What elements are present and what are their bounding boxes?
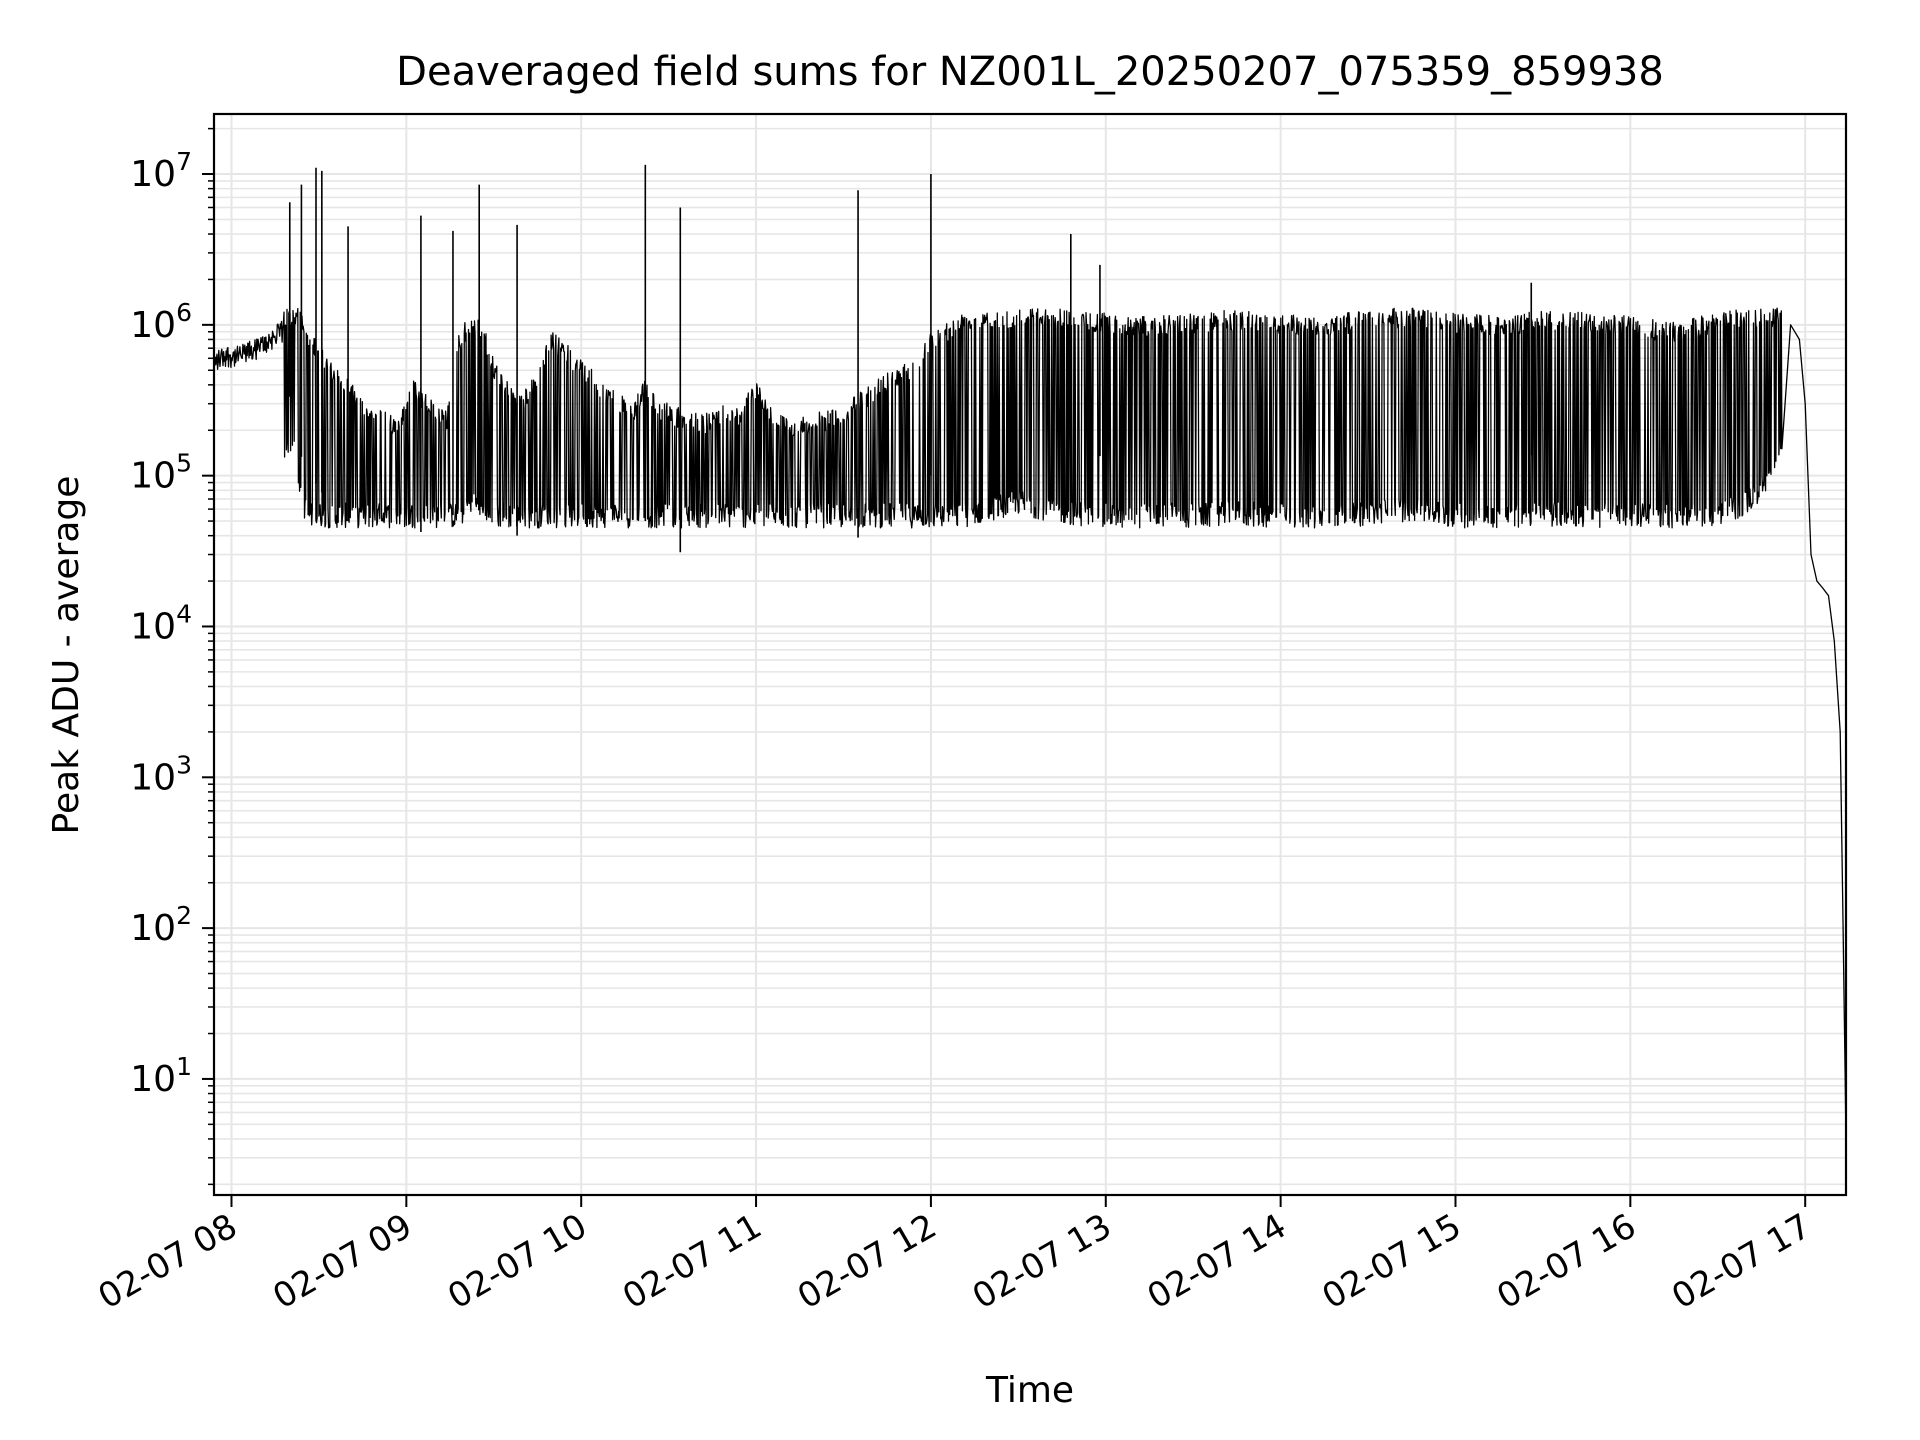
y-tick-label: 104 <box>130 599 192 647</box>
y-tick-label: 106 <box>130 298 192 346</box>
data-line <box>213 307 1847 1140</box>
chart-title: Deaveraged field sums for NZ001L_2025020… <box>396 49 1664 95</box>
grid <box>214 114 1846 1195</box>
y-tick-label: 102 <box>130 901 192 949</box>
axes-frame <box>212 112 1848 1197</box>
y-axis-label: Peak ADU - average <box>46 476 87 835</box>
x-axis-label: Time <box>985 1370 1074 1411</box>
y-tick-label: 105 <box>130 449 192 497</box>
plot-area <box>213 164 1847 1140</box>
y-tick-label: 101 <box>130 1052 192 1100</box>
y-tick-label: 107 <box>130 147 192 195</box>
y-tick-label: 103 <box>130 750 192 798</box>
